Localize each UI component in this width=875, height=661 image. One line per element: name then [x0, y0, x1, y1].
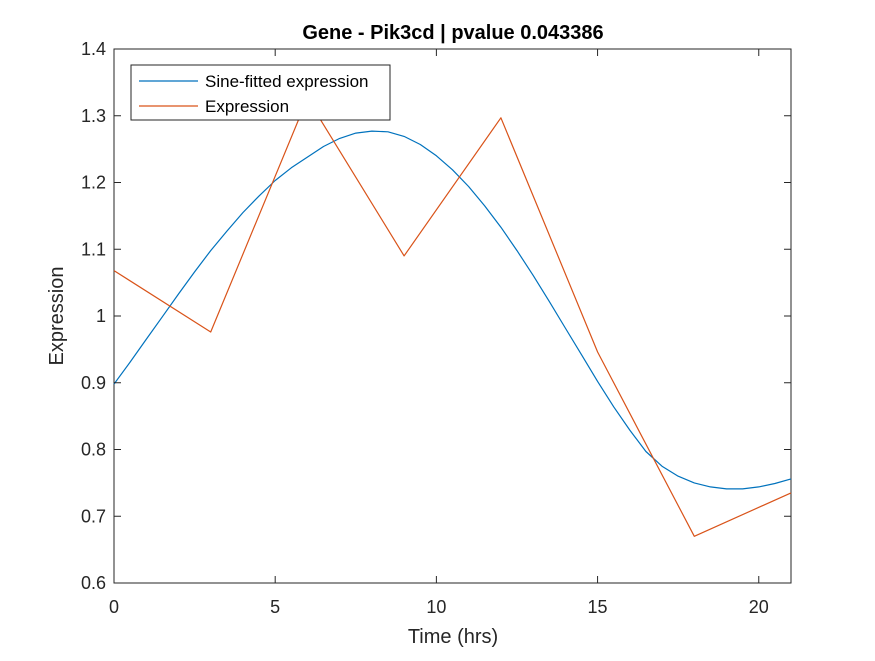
x-axis-label: Time (hrs) [408, 626, 498, 648]
y-tick-label: 1.4 [81, 39, 106, 59]
plot-area: 0 5 10 15 20 0.6 0.7 0.8 0.9 1 1.1 1.2 1.3 1.4 [81, 39, 792, 617]
x-tick-label: 0 [109, 597, 119, 617]
axes-box [113, 48, 792, 584]
legend-box [130, 64, 391, 121]
y-tick-label: 0.7 [81, 506, 106, 526]
y-tick-label: 0.8 [81, 440, 106, 460]
series-line-0 [113, 130, 792, 490]
y-tick-label: 1.1 [81, 239, 106, 259]
series-layer [113, 97, 792, 537]
legend-label-expression: Expression [205, 97, 289, 116]
y-tick-label: 0.6 [81, 573, 106, 593]
series-line-1 [113, 97, 792, 537]
y-tick-label: 1.3 [81, 106, 106, 126]
chart-title: Gene - Pik3cd | pvalue 0.043386 [302, 22, 603, 44]
x-tick-label: 15 [588, 597, 608, 617]
y-tick-label: 1 [96, 306, 106, 326]
x-axis-ticks: 0 5 10 15 20 [109, 49, 769, 617]
x-tick-label: 20 [749, 597, 769, 617]
legend-label-fitted: Sine-fitted expression [205, 72, 368, 91]
y-axis-label: Expression [46, 267, 68, 366]
legend: Sine-fitted expression Expression [130, 64, 391, 121]
y-tick-label: 0.9 [81, 373, 106, 393]
y-axis-ticks: 0.6 0.7 0.8 0.9 1 1.1 1.2 1.3 1.4 [81, 39, 791, 593]
x-tick-label: 10 [426, 597, 446, 617]
x-tick-label: 5 [270, 597, 280, 617]
y-tick-label: 1.2 [81, 173, 106, 193]
